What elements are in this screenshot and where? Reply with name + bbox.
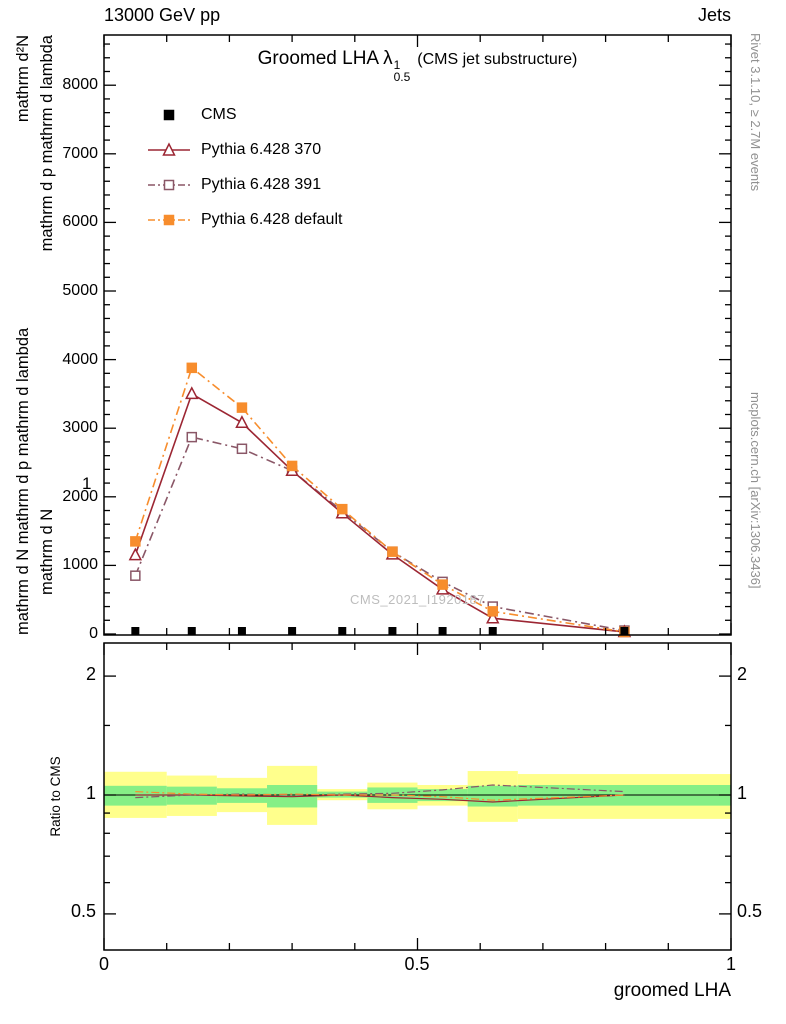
ratio-band-green [467, 785, 518, 807]
main-y-axis-label-inner: mathrm d N mathrm d p mathrm d lambda [38, 35, 57, 595]
legend-item-pythia-370: Pythia 6.428 370 [146, 132, 342, 167]
plot-title: Groomed LHA λ 1 0.5 (CMS jet substructure) [104, 48, 731, 83]
series-marker [236, 402, 248, 413]
series-marker [235, 415, 249, 428]
cms-data-point [388, 627, 397, 635]
ratio-ytick-right-2: 2 [737, 664, 748, 684]
legend-label-pythia-391: Pythia 6.428 391 [201, 175, 322, 193]
ratio-line-pythia-6.428-default [135, 791, 625, 801]
ratio-ytick-left-05: 0.5 [70, 901, 96, 921]
legend-marker-shape [163, 179, 175, 190]
series-marker [437, 579, 448, 590]
series-marker [337, 503, 348, 515]
beam-energy-label: 13000 GeV pp [104, 5, 221, 25]
ratio-ytick-right-1: 1 [737, 783, 748, 803]
legend-marker-shape [163, 214, 175, 225]
cms-data-point [237, 627, 246, 635]
main-ytick-label: 4000 [62, 350, 98, 368]
xtick-1: 1 [725, 954, 736, 974]
legend-item-pythia-default: Pythia 6.428 default [146, 202, 342, 237]
y-axis-label-outer-top: mathrm d²N [14, 35, 32, 123]
y-axis-label-inner-bottom: mathrm d N [38, 508, 56, 595]
main-ytick-label: 8000 [62, 76, 98, 94]
series-line-pythia-6.428-default [134, 366, 625, 633]
ratio-bands [104, 765, 731, 825]
ratio-ytick-left-1: 1 [85, 783, 96, 803]
analysis-type-label: Jets [697, 5, 731, 25]
legend-label-pythia-default: Pythia 6.428 default [201, 210, 343, 228]
series-marker [185, 386, 199, 400]
series-marker [130, 536, 141, 547]
main-ytick-label: 1000 [62, 556, 98, 574]
legend-marker-pythia-370 [148, 141, 190, 156]
cms-data-point [131, 627, 140, 635]
main-ytick-label: 2000 [62, 487, 98, 505]
cms-data-point [620, 627, 629, 635]
series-marker [236, 443, 248, 455]
cms-data-point [338, 627, 347, 635]
x-axis-label: groomed LHA [613, 980, 731, 1001]
series-marker [286, 460, 298, 472]
series-marker [186, 431, 198, 443]
legend-item-cms: CMS [146, 97, 342, 132]
xtick-05: 0.5 [404, 954, 430, 974]
title-subscript: 0.5 [393, 70, 411, 84]
y-axis-fraction-one: 1 [82, 474, 92, 493]
ratio-band-green [166, 786, 217, 805]
series-marker [130, 570, 141, 581]
y-axis-label-outer-bottom: mathrm d N mathrm d p mathrm d lambda [14, 327, 32, 635]
cms-data-point [438, 627, 447, 635]
series-marker [128, 547, 143, 561]
legend-marker-cms [163, 109, 175, 120]
legend-label-pythia-370: Pythia 6.428 370 [201, 140, 322, 158]
watermark-text: CMS_2021_I1920187 [350, 592, 485, 607]
title-supsub: 1 0.5 [394, 59, 411, 83]
series-marker [387, 546, 398, 557]
legend-marker-pythia-391 [148, 179, 190, 190]
ratio-band-green [104, 785, 167, 806]
series-line-pythia-6.428-391 [134, 436, 625, 632]
ratio-ytick-left-2: 2 [85, 664, 96, 684]
legend: CMS Pythia 6.428 370 Pythia 6.428 391 Py… [146, 97, 342, 237]
cms-data-point [187, 627, 196, 635]
title-suffix: (CMS jet substructure) [417, 51, 578, 68]
cms-data-point [488, 627, 497, 635]
legend-marker-shape [162, 141, 176, 156]
legend-item-pythia-391: Pythia 6.428 391 [146, 167, 342, 202]
series-marker [486, 610, 500, 624]
title-lambda-symbol: λ [383, 48, 393, 69]
main-ytick-label: 6000 [62, 213, 98, 231]
main-ytick-label: 7000 [62, 144, 98, 162]
xtick-0: 0 [98, 954, 109, 974]
ratio-line-pythia-6.428-391 [135, 784, 625, 799]
legend-label-cms: CMS [201, 105, 237, 123]
rivet-version-text: Rivet 3.1.10, ≥ 2.7M events [748, 33, 763, 192]
frames-and-ticks [103, 34, 732, 951]
main-ytick-label: 5000 [62, 282, 98, 299]
main-ytick-label: 3000 [62, 419, 98, 437]
title-text: Groomed LHA [257, 48, 380, 69]
series-marker [487, 606, 498, 617]
legend-marker-pythia-default [148, 214, 190, 225]
main-ytick-label: 0 [89, 625, 98, 642]
ratio-line-pythia-6.428-370 [135, 794, 625, 803]
series-marker [186, 362, 198, 374]
legend-marker-shape [163, 109, 175, 120]
ratio-ytick-right-05: 0.5 [737, 901, 763, 921]
title-superscript: 1 [393, 58, 401, 72]
main-y-axis-label-outer: mathrm d N mathrm d p mathrm d lambda ma… [14, 35, 33, 635]
mcplots-reference-text: mcplots.cern.ch [arXiv:1306.3436] [748, 392, 763, 589]
